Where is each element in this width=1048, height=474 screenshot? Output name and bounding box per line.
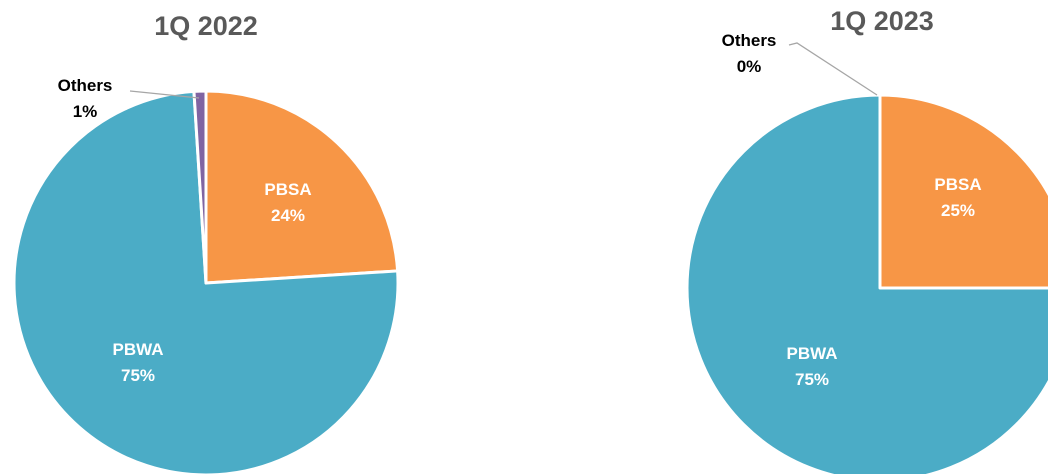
pie-slice-others xyxy=(192,89,208,285)
pie-slice-pbwa xyxy=(685,93,1048,474)
pie-slices xyxy=(685,93,1048,474)
pie-slice-pbsa xyxy=(204,89,400,285)
slice-name-label: Others xyxy=(58,76,113,95)
pie-chart-1q-2022: 1Q 2022 PBSA 24% PBWA 75% Others 1% xyxy=(12,11,400,474)
slice-value-label: 1% xyxy=(73,102,98,121)
leader-line xyxy=(129,90,200,99)
chart-title: 1Q 2022 xyxy=(154,11,258,41)
leader-line xyxy=(788,42,878,96)
pie-slices xyxy=(12,89,400,474)
slice-name-label: Others xyxy=(722,31,777,50)
pie-slice-pbwa xyxy=(12,89,400,474)
slice-value-label: 75% xyxy=(795,370,829,389)
pie-slice-pbsa xyxy=(878,93,1048,290)
slice-name-label: PBWA xyxy=(113,340,164,359)
slice-value-label: 24% xyxy=(271,206,305,225)
chart-title: 1Q 2023 xyxy=(830,6,934,36)
slice-value-label: 75% xyxy=(121,366,155,385)
slice-value-label: 0% xyxy=(737,57,762,76)
slice-name-label: PBSA xyxy=(934,175,981,194)
slice-name-label: PBSA xyxy=(264,180,311,199)
slice-value-label: 25% xyxy=(941,201,975,220)
pie-chart-1q-2023: 1Q 2023 PBSA 25% PBWA 75% Others 0% xyxy=(685,6,1048,474)
slice-name-label: PBWA xyxy=(787,344,838,363)
